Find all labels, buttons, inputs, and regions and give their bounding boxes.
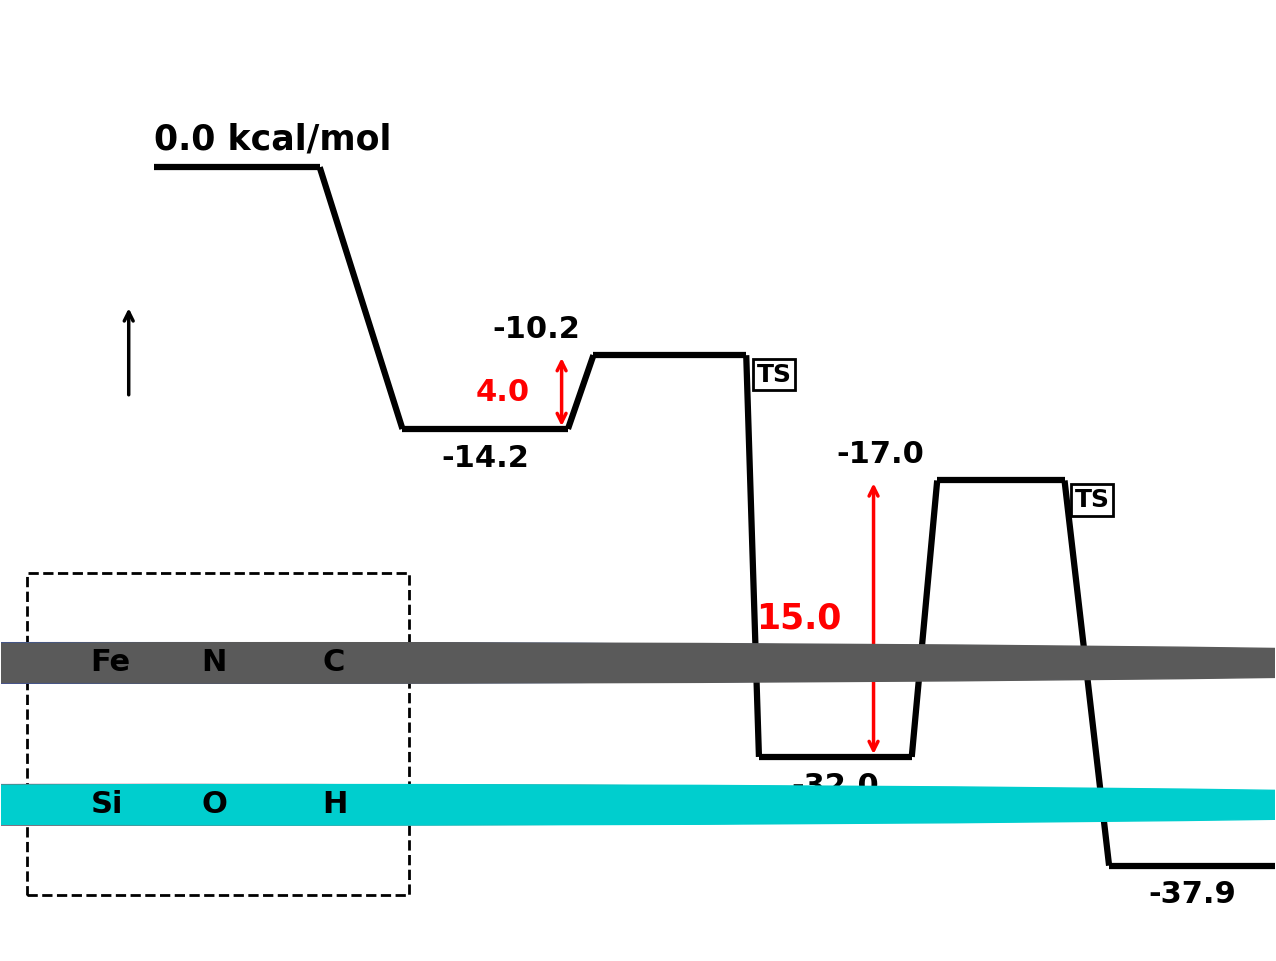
- Text: TS: TS: [757, 362, 791, 386]
- Text: -10.2: -10.2: [493, 315, 581, 344]
- Text: Si: Si: [91, 790, 122, 820]
- Text: 0.0 kcal/mol: 0.0 kcal/mol: [154, 122, 392, 157]
- FancyBboxPatch shape: [27, 573, 408, 895]
- Text: -32.0: -32.0: [791, 772, 879, 801]
- Text: O: O: [202, 790, 227, 820]
- Text: H: H: [323, 790, 347, 820]
- Text: -37.9: -37.9: [1148, 880, 1235, 909]
- Text: Fe: Fe: [91, 649, 130, 678]
- Text: C: C: [323, 649, 345, 678]
- Text: 4.0: 4.0: [476, 378, 530, 407]
- Text: 15.0: 15.0: [757, 602, 842, 636]
- Circle shape: [0, 784, 1276, 825]
- Text: TS: TS: [1074, 488, 1110, 512]
- Text: -14.2: -14.2: [441, 444, 530, 473]
- Circle shape: [0, 784, 1276, 825]
- Circle shape: [0, 784, 1276, 825]
- Text: -17.0: -17.0: [837, 440, 925, 469]
- Circle shape: [0, 643, 1276, 683]
- Circle shape: [0, 643, 1276, 683]
- Circle shape: [0, 643, 1276, 683]
- Text: N: N: [202, 649, 227, 678]
